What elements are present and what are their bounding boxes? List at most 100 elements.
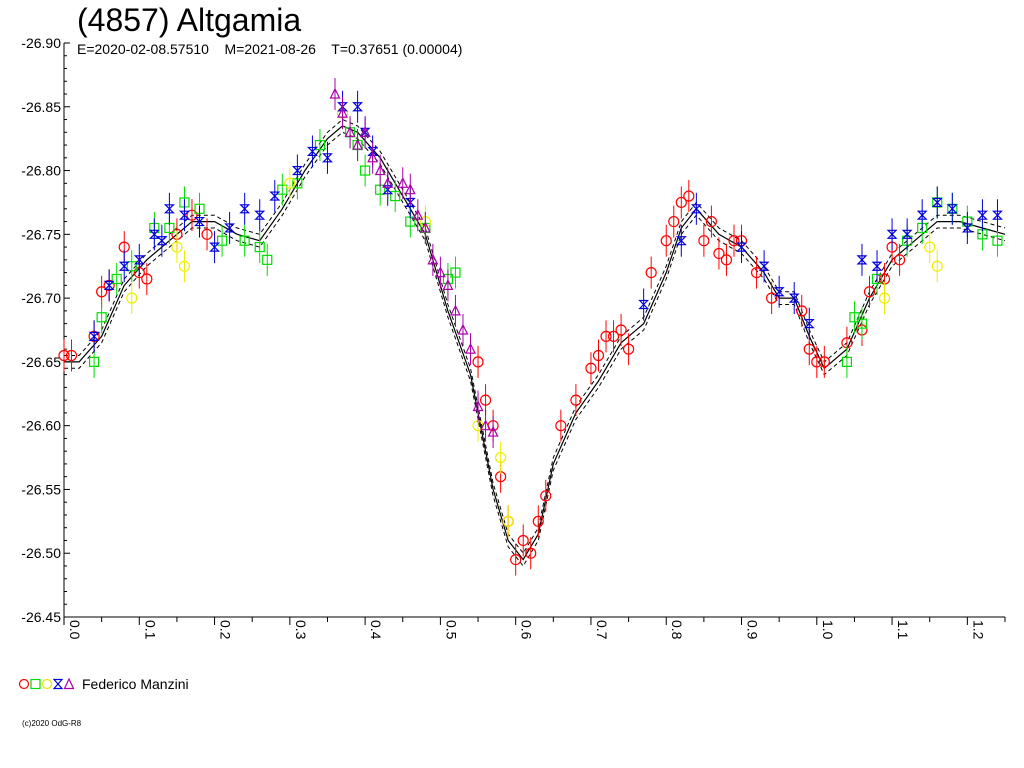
data-point (849, 312, 860, 323)
data-point (360, 165, 371, 176)
data-point (871, 261, 883, 271)
data-point (262, 254, 273, 265)
legend-marker-icons (18, 677, 74, 691)
x-tick-label: 0.7 (594, 620, 610, 640)
data-point (811, 356, 823, 368)
model-curve (64, 125, 1006, 561)
y-tick-label: -26.90 (21, 35, 61, 51)
data-point (344, 125, 356, 137)
data-point (540, 490, 552, 502)
data-point (291, 165, 303, 176)
x-tick-label: 0.8 (669, 620, 685, 640)
data-point (698, 235, 710, 247)
data-point (103, 280, 115, 290)
data-point (592, 349, 605, 362)
data-point (178, 260, 191, 272)
data-point (660, 235, 672, 247)
data-point (178, 210, 190, 220)
x-tick-label: 1.1 (895, 620, 911, 640)
y-tick-label: -26.75 (21, 226, 61, 242)
data-point (961, 223, 973, 233)
data-point (683, 190, 695, 202)
data-point (96, 286, 108, 298)
data-point (322, 153, 333, 163)
legend: Federico Manzini (18, 675, 189, 693)
data-point (856, 255, 868, 265)
data-point (645, 267, 657, 279)
data-point (675, 236, 687, 246)
data-point (705, 215, 718, 228)
data-point (412, 208, 424, 220)
x-tick-label: 0.0 (67, 620, 83, 640)
data-point (479, 394, 492, 406)
data-point (186, 209, 198, 221)
data-point (600, 330, 612, 342)
data-point (141, 273, 153, 285)
data-point (450, 267, 461, 278)
data-point (65, 349, 78, 362)
data-point (525, 547, 537, 559)
y-tick-label: -26.50 (21, 545, 61, 561)
data-point (585, 362, 597, 374)
data-point (863, 286, 876, 298)
copyright-note: (c)2020 OdG-R8 (22, 719, 82, 728)
data-point (720, 254, 733, 266)
data-point (638, 299, 650, 310)
data-point (284, 177, 296, 189)
data-point (758, 261, 770, 271)
x-tick-label: 1.2 (970, 620, 986, 640)
data-point (148, 229, 160, 239)
data-point (570, 394, 582, 406)
data-point (856, 318, 868, 329)
data-point (901, 229, 913, 239)
model-curve-upper-band (64, 118, 1006, 555)
data-point (269, 191, 281, 201)
legend-square-green-icon (30, 678, 41, 690)
legend-circle-red-icon (18, 678, 30, 690)
data-point (502, 515, 514, 527)
data-point (404, 197, 416, 208)
data-point (931, 197, 943, 208)
data-point (992, 235, 1003, 246)
data-point (480, 419, 492, 431)
data-point (510, 553, 522, 566)
data-point (201, 228, 213, 240)
data-point (209, 242, 221, 252)
chart-subtitle: E=2020-02-08.57510 M=2021-08-26 T=0.3765… (77, 41, 463, 57)
data-point (171, 241, 183, 253)
data-point (239, 235, 250, 246)
x-tick-label: 0.5 (443, 620, 459, 640)
y-tick-label: -26.80 (21, 163, 61, 179)
data-point (457, 323, 469, 335)
data-point (367, 151, 379, 163)
x-tick-label: 0.1 (142, 620, 158, 640)
data-point (427, 253, 439, 265)
data-point (374, 164, 386, 176)
data-point (472, 356, 484, 368)
data-point (397, 176, 409, 188)
legend-circle-yellow-icon (41, 678, 53, 690)
y-tick-label: -26.60 (21, 418, 61, 434)
data-point (111, 273, 122, 285)
data-point (216, 235, 228, 246)
legend-label: Federico Manzini (82, 676, 189, 692)
data-point (277, 184, 288, 195)
data-point (434, 266, 446, 278)
data-point (88, 331, 100, 341)
data-point (615, 324, 627, 336)
data-point (359, 125, 371, 137)
data-point (924, 241, 936, 253)
data-point (126, 292, 138, 304)
y-tick-label: -26.65 (21, 354, 61, 370)
data-point (314, 139, 326, 151)
data-point (472, 400, 484, 412)
data-point (532, 515, 544, 527)
data-point (89, 356, 100, 367)
data-point (773, 287, 785, 297)
data-point (352, 102, 364, 112)
data-point (367, 146, 379, 157)
data-point (878, 292, 891, 304)
data-point (163, 204, 175, 214)
data-point (156, 236, 168, 246)
